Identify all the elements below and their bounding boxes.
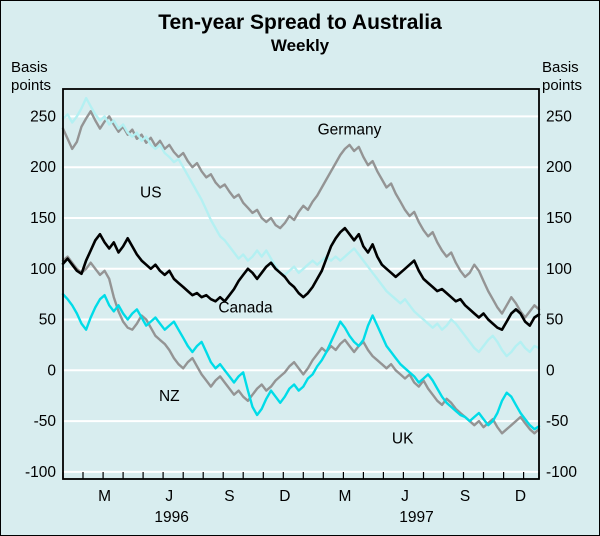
y-tick-label-right-200: 200: [546, 159, 572, 176]
x-tick-label-M: M: [98, 488, 111, 505]
x-tick-label-J: J: [401, 488, 409, 505]
chart-subtitle: Weekly: [270, 36, 330, 55]
y-tick-label-left-50: 50: [39, 312, 57, 329]
series-line-nz: [61, 255, 541, 435]
chart-title: Ten-year Spread to Australia: [158, 11, 442, 34]
y-tick-label-right-250: 250: [546, 108, 572, 125]
y-tick-label-right-0: 0: [546, 362, 555, 379]
y-tick-label-right-150: 150: [546, 210, 572, 227]
x-tick-label-J: J: [165, 488, 173, 505]
series-label-canada: Canada: [218, 299, 273, 316]
x-tick-label-S: S: [224, 488, 234, 505]
series-label-nz: NZ: [159, 388, 180, 405]
y-tick-label-right--100: -100: [546, 464, 577, 481]
plot-border: [62, 88, 540, 480]
y-tick-label-left--50: -50: [34, 413, 57, 430]
series-line-germany: [61, 110, 541, 319]
series-label-us: US: [140, 185, 162, 202]
y-tick-label-left-200: 200: [30, 159, 56, 176]
y-tick-label-left-0: 0: [47, 362, 56, 379]
series-label-germany: Germany: [318, 122, 382, 139]
x-tick-label-D: D: [279, 488, 290, 505]
year-label-1996: 1996: [154, 509, 188, 526]
y-axis-caption-left: Basis points: [11, 59, 52, 94]
y-tick-label-left-150: 150: [30, 210, 56, 227]
y-axis-caption-right: Basis points: [542, 59, 583, 94]
series-label-uk: UK: [392, 431, 414, 448]
series-line-uk: [61, 293, 541, 431]
x-tick-label-D: D: [515, 488, 526, 505]
y-tick-label-left-100: 100: [30, 261, 56, 278]
x-tick-label-S: S: [460, 488, 470, 505]
series-line-us: [61, 96, 541, 358]
x-tick-label-M: M: [338, 488, 351, 505]
y-tick-label-right-50: 50: [546, 312, 564, 329]
year-label-1997: 1997: [399, 509, 433, 526]
y-tick-label-left-250: 250: [30, 108, 56, 125]
y-tick-label-right--50: -50: [546, 413, 569, 430]
y-tick-label-right-100: 100: [546, 261, 572, 278]
y-tick-label-left--100: -100: [25, 464, 56, 481]
series-line-canada: [61, 226, 541, 332]
